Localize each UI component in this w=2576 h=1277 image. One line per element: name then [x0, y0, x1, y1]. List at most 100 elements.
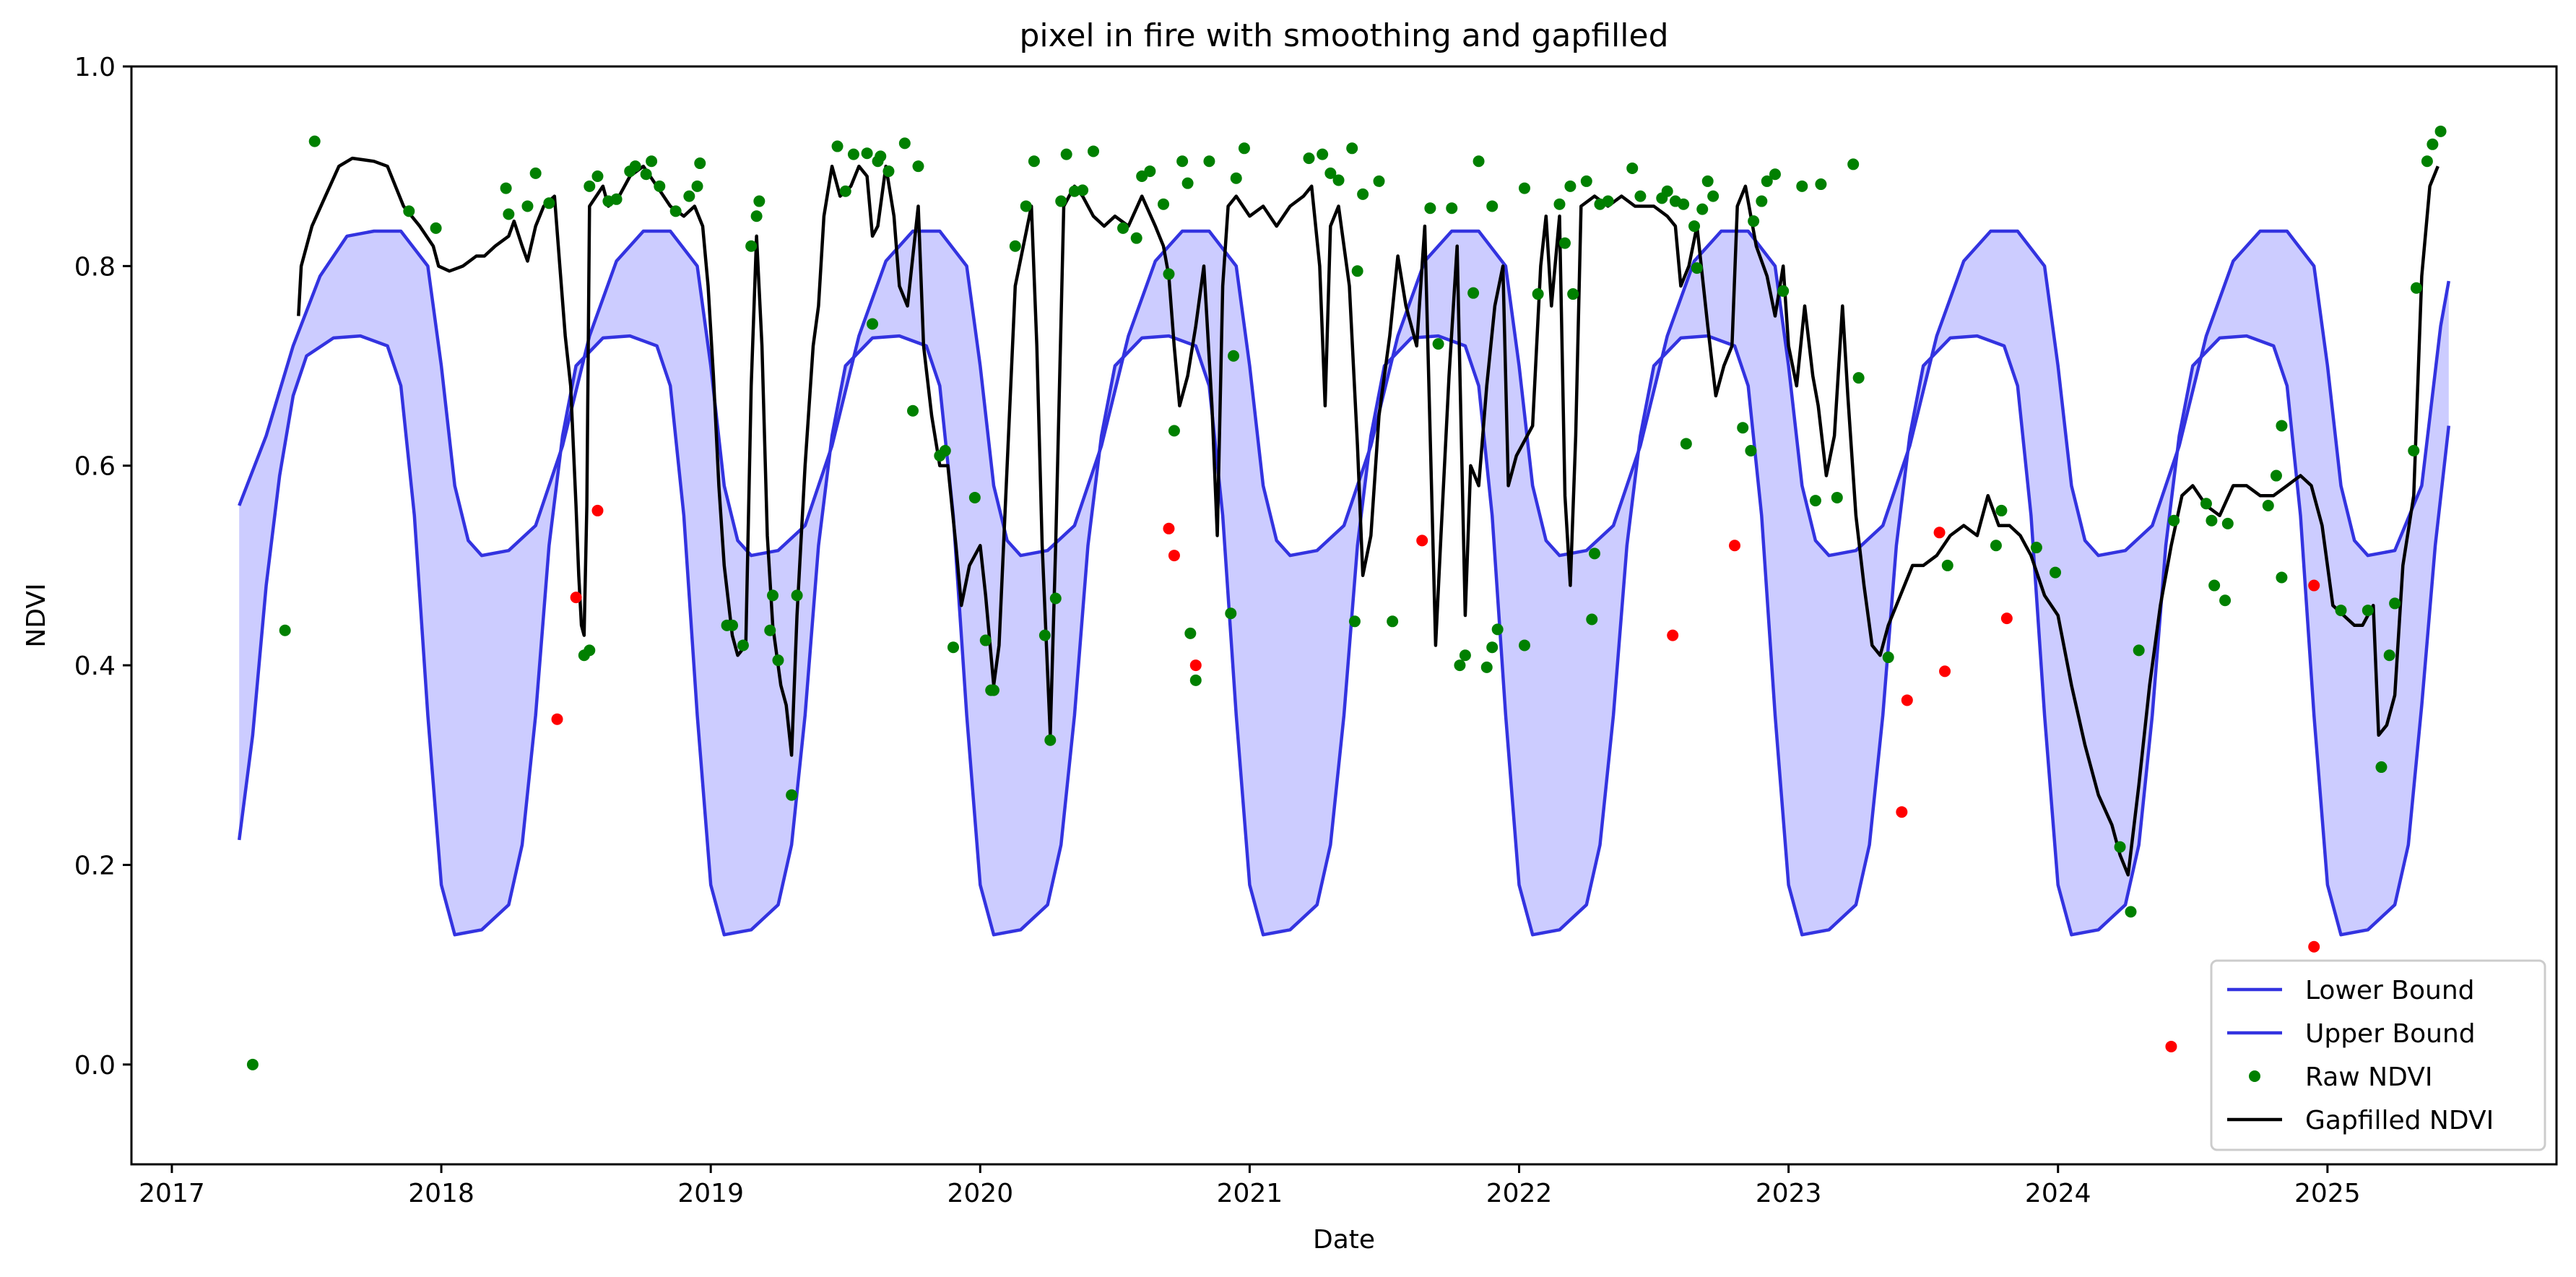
raw-ndvi-point [1567, 288, 1579, 300]
raw-ndvi-point [786, 789, 798, 801]
raw-ndvi-point [1737, 422, 1749, 434]
raw-ndvi-point [1532, 288, 1544, 300]
raw-ndvi-point [2262, 500, 2274, 511]
raw-ndvi-point [1351, 265, 1363, 277]
raw-ndvi-point [1049, 592, 1062, 605]
legend-label: Gapfilled NDVI [2305, 1106, 2494, 1135]
raw-ndvi-point [1809, 495, 1821, 507]
raw-ndvi-point [246, 1058, 259, 1070]
raw-ndvi-flagged-point [2308, 940, 2320, 953]
legend-label: Lower Bound [2305, 976, 2475, 1005]
raw-ndvi-flagged-point [2308, 579, 2320, 592]
raw-ndvi-point [430, 222, 442, 234]
upper-bound-line [238, 229, 2451, 558]
raw-ndvi-point [987, 684, 999, 696]
raw-ndvi-point [1602, 195, 1614, 207]
raw-ndvi-point [1769, 168, 1781, 181]
raw-ndvi-point [1163, 268, 1175, 280]
raw-ndvi-point [2375, 761, 2388, 774]
raw-ndvi-point [2030, 542, 2042, 554]
raw-ndvi-point [1225, 607, 1237, 620]
raw-ndvi-point [2133, 644, 2145, 657]
raw-ndvi-point [1518, 182, 1530, 194]
raw-ndvi-flagged-point [1163, 522, 1175, 534]
raw-ndvi-point [1491, 623, 1504, 636]
raw-ndvi-point [2389, 597, 2401, 610]
raw-ndvi-point [694, 157, 706, 170]
raw-ndvi-point [1346, 142, 1358, 155]
y-axis-title: NDVI [22, 583, 51, 647]
raw-ndvi-point [2050, 566, 2062, 579]
plot-frame [130, 65, 2558, 1166]
raw-ndvi-point [1480, 661, 1493, 673]
x-tick-label: 2023 [1756, 1179, 1822, 1208]
raw-ndvi-point [1941, 559, 1953, 571]
raw-ndvi-point [764, 624, 776, 636]
raw-ndvi-point [403, 205, 415, 217]
raw-ndvi-point [2434, 125, 2447, 137]
raw-ndvi-point [1588, 547, 1600, 560]
raw-ndvi-point [1553, 198, 1566, 210]
raw-ndvi-point [640, 168, 652, 181]
raw-ndvi-point [1189, 674, 1202, 686]
legend-box [2210, 959, 2546, 1151]
raw-ndvi-point [1796, 180, 1808, 192]
raw-ndvi-point [867, 318, 879, 330]
raw-ndvi-point [767, 589, 779, 602]
raw-ndvi-point [500, 182, 512, 194]
raw-ndvi-point [1060, 148, 1072, 160]
raw-ndvi-point [1756, 195, 1768, 207]
raw-ndvi-point [1130, 232, 1142, 244]
raw-ndvi-point [1424, 202, 1436, 215]
raw-ndvi-point [727, 619, 739, 631]
raw-ndvi-flagged-point [1416, 534, 1428, 547]
raw-ndvi-point [1580, 175, 1592, 187]
lower-bound-line [237, 334, 2451, 937]
raw-ndvi-point [1688, 220, 1701, 233]
raw-ndvi-point [2276, 571, 2288, 584]
raw-ndvi-point [1044, 734, 1057, 746]
raw-ndvi-point [543, 197, 555, 209]
y-tick-label: 0.8 [74, 252, 116, 282]
y-tick-label: 1.0 [74, 53, 116, 82]
raw-ndvi-flagged-point [1189, 659, 1202, 672]
raw-ndvi-point [2421, 155, 2433, 168]
raw-ndvi-point [1882, 652, 1894, 664]
y-tick-label: 0.2 [74, 851, 116, 880]
raw-ndvi-point [2114, 841, 2126, 853]
raw-ndvi-point [591, 170, 604, 182]
raw-ndvi-point [2383, 649, 2395, 662]
y-axis: 0.0 0.2 0.4 0.6 0.8 1.0 [74, 53, 131, 1081]
raw-ndvi-point [669, 205, 682, 217]
raw-ndvi-flagged-point [1896, 806, 1908, 818]
raw-ndvi-point [2168, 514, 2180, 527]
raw-ndvi-point [745, 240, 758, 252]
x-tick-label: 2017 [139, 1179, 205, 1208]
raw-ndvi-point [2362, 605, 2374, 617]
raw-ndvi-point [691, 180, 703, 192]
raw-ndvi-point [968, 491, 981, 503]
raw-ndvi-point [308, 135, 321, 147]
raw-ndvi-point [1995, 504, 2008, 516]
raw-ndvi-point [1831, 491, 1843, 503]
raw-ndvi-point [1168, 425, 1180, 437]
raw-ndvi-point [839, 185, 851, 197]
x-tick-label: 2022 [1486, 1179, 1553, 1208]
raw-ndvi-flagged-point [1939, 665, 1951, 678]
raw-ndvi-point [646, 155, 658, 168]
raw-ndvi-point [1020, 200, 1032, 212]
raw-ndvi-point [584, 644, 596, 657]
raw-ndvi-point [1144, 165, 1156, 178]
raw-ndvi-point [1454, 659, 1466, 672]
raw-ndvi-point [2408, 445, 2420, 456]
raw-ndvi-flagged-point [591, 504, 604, 516]
raw-ndvi-point [503, 208, 515, 220]
raw-ndvi-flagged-point [1901, 694, 1913, 706]
raw-ndvi-point [1777, 285, 1790, 297]
raw-ndvi-point [939, 445, 951, 456]
raw-ndvi-point [882, 165, 895, 178]
raw-ndvi-point [861, 147, 873, 160]
raw-ndvi-point [2427, 138, 2439, 150]
raw-ndvi-point [1518, 639, 1530, 652]
raw-ndvi-point [1228, 350, 1240, 362]
